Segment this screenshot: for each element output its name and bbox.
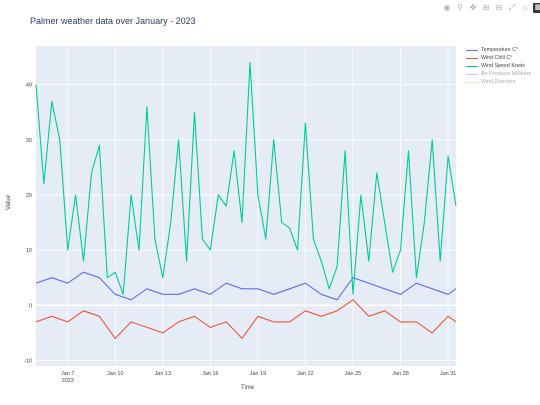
legend-item-temperature[interactable]: Temperature C° [466, 46, 531, 54]
x-tick-label: Jan 7 [61, 371, 74, 377]
y-axis-title: Value [6, 195, 12, 210]
autoscale-icon[interactable]: ⤢ [508, 3, 516, 12]
series-group [35, 62, 457, 339]
x-tick-label: Jan 31 [440, 371, 457, 377]
x-tick-label: Jan 19 [250, 371, 267, 377]
camera-icon[interactable]: ◉ [443, 3, 451, 12]
legend-label: Air Pressure Millibars [481, 71, 532, 77]
legend: Temperature C° Wind Chill C° Wind Speed Kn… [466, 46, 531, 86]
modebar: ◉ ⚲ ✥ ⊞ ⊟ ⤢ ⌂ ▩ [442, 3, 540, 15]
legend-item-wind_speed[interactable]: Wind Speed Knots [466, 62, 531, 70]
reset-axes-icon[interactable]: ⌂ [522, 3, 528, 12]
y-tick-label: 40 [26, 83, 32, 89]
zoom-out-icon[interactable]: ⊟ [495, 3, 503, 12]
plotly-logo-icon[interactable]: ▩ [533, 3, 540, 13]
chart-title: Palmer weather data over January - 2023 [30, 16, 196, 26]
series-line-temperature [35, 271, 457, 301]
legend-swatch [466, 49, 478, 51]
series-line-wind_chill [35, 299, 457, 339]
pan-icon[interactable]: ✥ [469, 3, 477, 12]
y-tick-label: 30 [26, 138, 32, 144]
legend-label: Wind Chill C° [481, 55, 513, 61]
y-tick-label: 10 [26, 248, 32, 254]
y-tick-labels: -10 0 10 20 30 40 [24, 83, 32, 365]
x-tick-label: Jan 13 [155, 371, 172, 377]
y-tick-label: 20 [26, 193, 32, 199]
y-tick-label: 0 [29, 303, 32, 309]
x-tick-label: Jan 10 [107, 371, 124, 377]
legend-label: Wind Speed Knots [481, 63, 525, 69]
legend-item-air_pressure[interactable]: Air Pressure Millibars [466, 70, 531, 78]
legend-swatch [466, 73, 478, 75]
y-tick-label: -10 [24, 358, 32, 364]
zoom-icon[interactable]: ⚲ [457, 3, 463, 12]
x-tick-label: Jan 28 [392, 371, 409, 377]
x-tick-label: Jan 22 [297, 371, 314, 377]
legend-item-wind_chill[interactable]: Wind Chill C° [466, 54, 531, 62]
series-line-wind_speed [35, 62, 457, 295]
legend-swatch [466, 65, 478, 67]
x-tick-label: Jan 16 [202, 371, 219, 377]
legend-label: Wind Direction [481, 79, 516, 85]
legend-label: Temperature C° [481, 47, 519, 53]
legend-item-wind_direction[interactable]: Wind Direction [466, 78, 531, 86]
legend-swatch [466, 57, 478, 59]
x-tick-label: Jan 25 [345, 371, 362, 377]
legend-swatch [466, 81, 478, 83]
x-tick-sublabel: 2023 [62, 378, 74, 384]
x-axis-title: Time [241, 385, 255, 391]
zoom-in-icon[interactable]: ⊞ [482, 3, 490, 12]
plot-area[interactable] [36, 46, 456, 366]
